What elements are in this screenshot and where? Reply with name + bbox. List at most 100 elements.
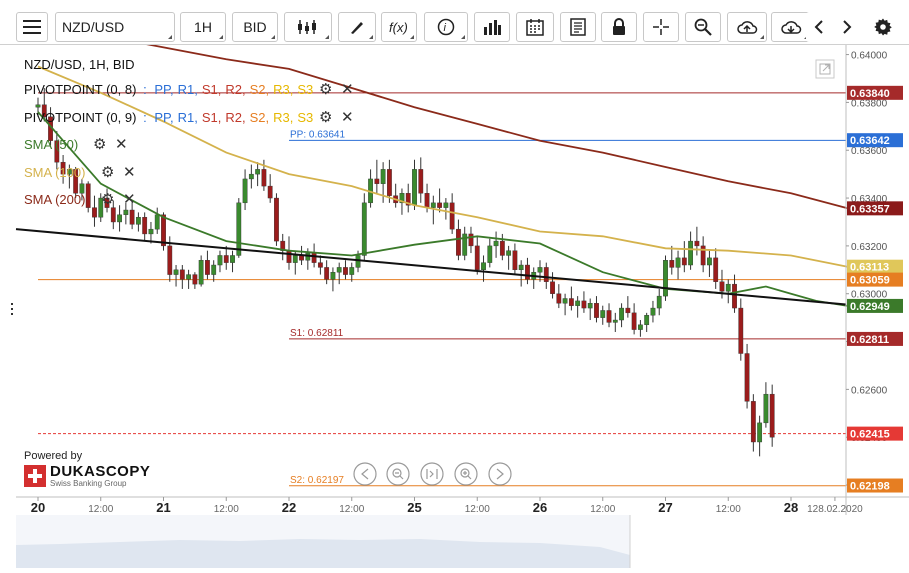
menu-button[interactable]	[16, 12, 48, 42]
sma200-settings-icon[interactable]: ⚙	[101, 191, 115, 208]
price-tag	[847, 85, 903, 100]
pivot-sep: :	[143, 82, 147, 97]
candle-body	[769, 393, 775, 438]
pivot-legend-2[interactable]: PIVOTPOINT (0, 9) : PP, R1, S1, R2, S2, R3, S3	[24, 110, 313, 125]
info-button[interactable]: i	[424, 12, 468, 42]
y-tick-label: 0.63000	[851, 290, 888, 301]
chart-type-button[interactable]	[284, 12, 332, 42]
bar-chart-icon	[484, 20, 501, 35]
scroll-right-button[interactable]	[834, 12, 860, 42]
sma50-legend[interactable]: SMA (50)	[24, 137, 79, 152]
navigator-window[interactable]	[630, 515, 909, 568]
candle-body	[587, 303, 593, 309]
chart-toolbar: NZD/USD 1H BID f(x) i	[0, 0, 909, 45]
pivot-item: S1,	[201, 82, 222, 97]
candle-body	[110, 207, 116, 223]
menu-icon	[23, 20, 41, 34]
zoom-out-icon[interactable]	[386, 462, 410, 486]
pivot-name: PIVOTPOINT (0, 9)	[24, 110, 137, 125]
candle-body	[117, 214, 122, 223]
candle-body	[499, 240, 505, 256]
pivot2-close-icon[interactable]: ✕	[341, 109, 354, 126]
candle-body	[631, 312, 637, 330]
candle-body	[79, 183, 85, 194]
news-icon	[570, 18, 586, 36]
navigator-area	[16, 539, 630, 568]
candle-body	[35, 104, 41, 108]
sma-line	[37, 25, 848, 210]
candle-body	[744, 353, 750, 402]
candle-body	[663, 260, 668, 297]
candle-body	[60, 161, 66, 175]
pivot1-settings-icon[interactable]: ⚙	[319, 81, 333, 98]
y-tick-label: 0.63600	[851, 146, 888, 157]
candle-body	[236, 202, 242, 256]
candle-body	[594, 303, 599, 318]
instrument-selector[interactable]: NZD/USD	[55, 12, 175, 42]
price-chart[interactable]: PP: 0.63641 S1: 0.62811 S2: 0.62197 0.6400…	[0, 25, 909, 568]
pivot-item: S3	[297, 110, 314, 125]
price-tag-label: 0.62811	[850, 334, 889, 346]
pivot-item: R3,	[273, 110, 294, 125]
candle-body	[349, 267, 355, 275]
y-tick-label: 0.63200	[851, 242, 888, 253]
period-label: 1H	[194, 19, 212, 35]
zoom-button[interactable]	[685, 12, 721, 42]
upload-button[interactable]	[727, 12, 767, 42]
sma200-close-icon[interactable]: ✕	[123, 191, 136, 208]
candle-body	[518, 264, 524, 271]
pivot2-settings-icon[interactable]: ⚙	[319, 109, 333, 126]
crosshair-button[interactable]	[643, 12, 679, 42]
pivot-item: S1,	[201, 110, 222, 125]
candle-body	[543, 267, 549, 282]
pivot-item: R3,	[273, 82, 294, 97]
pivot-legend-1[interactable]: PIVOTPOINT (0, 8) : PP, R1, S1, R2, S2, R3, S3	[24, 82, 313, 97]
sma100-legend[interactable]: SMA (100)	[24, 165, 86, 180]
draw-button[interactable]	[338, 12, 376, 42]
resize-handle[interactable]	[11, 303, 13, 315]
news-button[interactable]	[560, 12, 596, 42]
expand-icon[interactable]	[815, 59, 835, 79]
candle-body	[405, 193, 411, 206]
candle-body	[412, 169, 417, 206]
pan-left-icon[interactable]	[353, 462, 377, 486]
nav-controls	[353, 462, 512, 486]
candle-body	[399, 193, 405, 204]
fit-icon[interactable]	[420, 462, 444, 486]
sma100-settings-icon[interactable]: ⚙	[101, 164, 115, 181]
price-tag	[847, 426, 903, 441]
x-tick-label: 26	[533, 500, 547, 515]
pivot-items: PP, R1, S1, R2, S2, R3, S3	[150, 110, 313, 125]
candle-body	[537, 267, 543, 273]
sma50-close-icon[interactable]: ✕	[115, 136, 128, 153]
candle-body	[104, 197, 110, 208]
candle-body	[336, 267, 342, 273]
x-tick-label: 12:00	[214, 504, 239, 515]
calendar-button[interactable]	[516, 12, 554, 42]
pivot-label: S1: 0.62811	[290, 328, 344, 339]
candle-body	[418, 169, 424, 194]
chart-area[interactable]: PP: 0.63641 S1: 0.62811 S2: 0.62197 0.6400…	[0, 25, 909, 568]
period-selector[interactable]: 1H	[180, 12, 226, 42]
scroll-left-button[interactable]	[806, 12, 832, 42]
swiss-cross-icon	[24, 465, 46, 487]
settings-button[interactable]	[868, 12, 898, 42]
lock-button[interactable]	[601, 12, 637, 42]
pivot1-close-icon[interactable]: ✕	[341, 81, 354, 98]
sma100-close-icon[interactable]: ✕	[123, 164, 136, 181]
price-tag-label: 0.62949	[850, 301, 890, 313]
side-selector[interactable]: BID	[232, 12, 278, 42]
price-tag	[847, 298, 903, 313]
sma50-settings-icon[interactable]: ⚙	[93, 136, 107, 153]
price-tag-label: 0.63059	[850, 275, 890, 287]
candle-body	[468, 233, 474, 247]
sma200-legend[interactable]: SMA (200)	[24, 192, 86, 207]
candle-body	[223, 255, 229, 263]
bar-chart-button[interactable]	[474, 12, 510, 42]
zoom-in-icon[interactable]	[454, 462, 478, 486]
pivot-item: R1,	[177, 82, 198, 97]
pan-right-icon[interactable]	[488, 462, 512, 486]
candle-body	[481, 262, 486, 271]
download-button[interactable]	[771, 12, 811, 42]
function-button[interactable]: f(x)	[381, 12, 417, 42]
